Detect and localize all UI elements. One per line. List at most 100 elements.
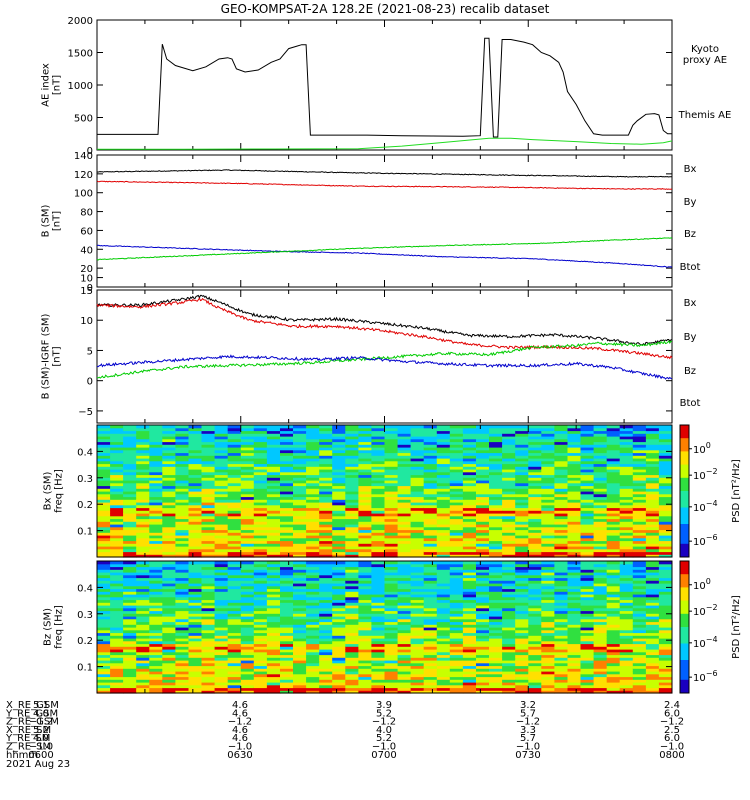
spectrogram-cell bbox=[476, 546, 490, 550]
spectrogram-cell bbox=[410, 583, 425, 587]
spectrogram-cell bbox=[658, 546, 673, 550]
spectrogram-cell bbox=[280, 551, 294, 555]
spectrogram-cell bbox=[227, 629, 242, 634]
spectrogram-cell bbox=[528, 496, 542, 500]
spectrogram-cell bbox=[606, 679, 621, 683]
spectrogram-cell bbox=[502, 513, 516, 517]
spectrogram-cell bbox=[397, 521, 412, 525]
ephemeris-value: 4.6 bbox=[232, 725, 248, 736]
spectrogram-cell bbox=[319, 513, 333, 517]
spectrogram-cell bbox=[175, 671, 189, 675]
spectrogram-cell bbox=[658, 561, 673, 565]
spectrogram-cell bbox=[554, 444, 568, 448]
spectrogram-cell bbox=[384, 551, 399, 555]
spectrogram-cell bbox=[175, 477, 189, 481]
spectrogram-cell bbox=[645, 540, 660, 544]
spectrogram-cell bbox=[97, 513, 111, 517]
spectrogram-cell bbox=[149, 471, 163, 476]
spectrogram-cell bbox=[136, 471, 150, 476]
spectrogram-cell bbox=[175, 526, 189, 531]
spectrogram-cell bbox=[280, 632, 294, 636]
spectrogram-cell bbox=[541, 543, 555, 547]
spectrogram-cell bbox=[149, 643, 163, 647]
spectrogram-cell bbox=[345, 621, 359, 625]
spectrogram-cell bbox=[619, 491, 634, 495]
spectrogram-cell bbox=[397, 662, 412, 667]
spectrogram-cell bbox=[384, 618, 399, 623]
spectrogram-cell bbox=[110, 438, 124, 443]
spectrogram-cell bbox=[410, 566, 425, 570]
spectrogram-cell bbox=[371, 580, 385, 584]
spectrogram-cell bbox=[619, 548, 634, 553]
spectrogram-cell bbox=[332, 599, 346, 603]
ephemeris-value: −1.0 bbox=[516, 742, 540, 753]
spectrogram-cell bbox=[162, 488, 176, 492]
spectrogram-cell bbox=[253, 602, 268, 606]
spectrogram-cell bbox=[110, 466, 124, 470]
spectrogram-cell bbox=[384, 425, 399, 429]
spectrogram-cell bbox=[554, 682, 568, 686]
spectrogram-cell bbox=[214, 452, 229, 456]
bz-spectrogram-panel: 0.10.20.30.4Bz (SM) freq [Hz]10010−210−41… bbox=[43, 560, 742, 694]
spectrogram-cell bbox=[227, 447, 242, 451]
spectrogram-cell bbox=[619, 640, 634, 645]
spectrogram-cell bbox=[449, 662, 464, 667]
spectrogram-cell bbox=[541, 569, 555, 573]
spectrogram-cell bbox=[384, 452, 399, 456]
ephemeris-value: 4.0 bbox=[33, 733, 49, 744]
legend-kyoto: Kyoto bbox=[691, 44, 719, 55]
spectrogram-cell bbox=[397, 596, 412, 601]
spectrogram-cell bbox=[358, 627, 372, 631]
spectrogram-cell bbox=[593, 524, 608, 528]
spectrogram-cell bbox=[136, 463, 150, 467]
spectrogram-cell bbox=[97, 613, 111, 617]
plot-frame bbox=[96, 154, 673, 288]
spectrogram-cell bbox=[358, 515, 372, 520]
spectrogram-cell bbox=[554, 441, 568, 445]
spectrogram-cell bbox=[227, 438, 242, 443]
spectrogram-cell bbox=[541, 616, 555, 620]
spectrogram-cell bbox=[449, 504, 464, 509]
spectrogram-cell bbox=[123, 627, 137, 631]
spectrogram-cell bbox=[606, 566, 621, 570]
spectrogram-cell bbox=[175, 447, 189, 451]
spectrogram-cell bbox=[658, 551, 673, 555]
spectrogram-cell bbox=[97, 548, 111, 553]
spectrogram-cell bbox=[397, 460, 412, 465]
spectrogram-cell bbox=[358, 463, 372, 467]
spectrogram-cell bbox=[632, 638, 647, 642]
spectrogram-cell bbox=[658, 425, 673, 429]
spectrogram-cell bbox=[489, 515, 503, 520]
spectrogram-cell bbox=[240, 554, 255, 558]
spectrogram-cell bbox=[306, 618, 320, 623]
spectrogram-cell bbox=[606, 480, 621, 484]
spectrogram-cell bbox=[489, 425, 503, 429]
spectrogram-cell bbox=[502, 455, 516, 459]
colorbar-cell bbox=[680, 540, 689, 545]
spectrogram-cell bbox=[293, 502, 307, 506]
spectrogram-cell bbox=[123, 447, 137, 451]
spectrogram-cell bbox=[240, 662, 255, 667]
spectrogram-cell bbox=[593, 477, 608, 481]
spectrogram-cell bbox=[606, 515, 621, 520]
spectrogram-cell bbox=[593, 460, 608, 465]
spectrogram-cell bbox=[97, 673, 111, 678]
spectrogram-cell bbox=[593, 580, 608, 584]
spectrogram-cell bbox=[345, 433, 359, 437]
spectrogram-cell bbox=[306, 540, 320, 544]
ephemeris-value: 3.2 bbox=[520, 700, 536, 711]
spectrogram-cell bbox=[240, 482, 255, 487]
spectrogram-cell bbox=[515, 463, 529, 467]
spectrogram-cell bbox=[410, 471, 425, 476]
spectrogram-cell bbox=[436, 463, 451, 467]
spectrogram-cell bbox=[162, 591, 176, 595]
spectrogram-cell bbox=[227, 485, 242, 489]
spectrogram-cell bbox=[214, 535, 229, 539]
spectrogram-cell bbox=[227, 535, 242, 539]
spectrogram-cell bbox=[280, 471, 294, 476]
spectrogram-cell bbox=[358, 577, 372, 581]
spectrogram-cell bbox=[319, 460, 333, 465]
spectrogram-cell bbox=[371, 449, 385, 454]
spectrogram-cell bbox=[97, 438, 111, 443]
spectrogram-cell bbox=[423, 449, 438, 454]
